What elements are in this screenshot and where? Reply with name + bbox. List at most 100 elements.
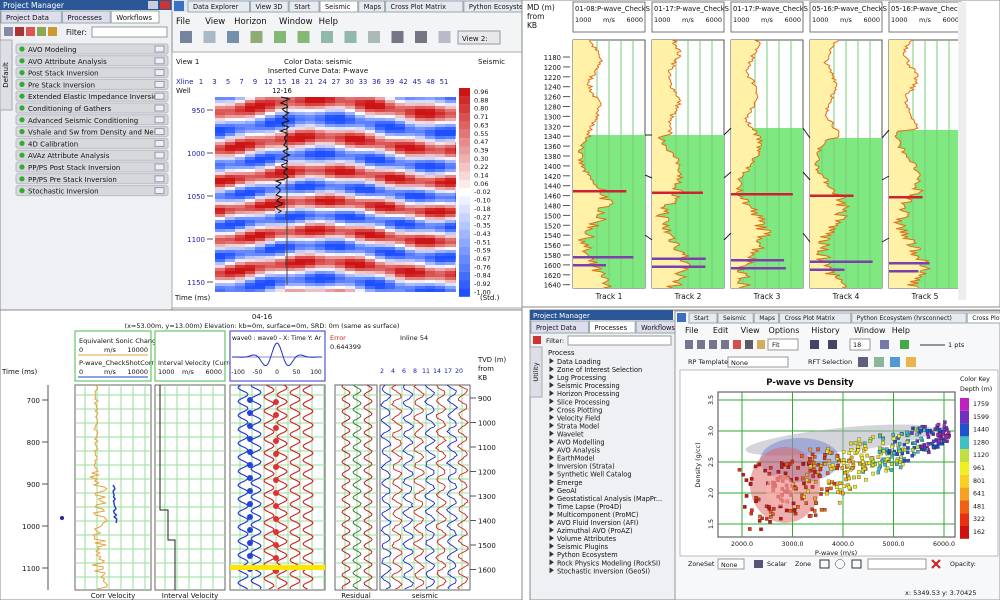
tree-item[interactable]: AVO Modelling — [557, 439, 605, 447]
tab-label[interactable]: Workflows — [116, 14, 152, 22]
tree-item[interactable]: Horizon Processing — [557, 390, 620, 398]
rp-value[interactable]: None — [731, 359, 748, 367]
tool-icon[interactable] — [754, 560, 763, 568]
workflow-label[interactable]: Pre Stack Inversion — [28, 81, 95, 89]
tree-item[interactable]: Cross Plotting — [557, 406, 602, 414]
workflow-label[interactable]: 4D Calibration — [28, 140, 78, 148]
workflow-row[interactable] — [15, 102, 169, 114]
tool-icon[interactable] — [274, 31, 286, 43]
row-button[interactable] — [154, 163, 165, 171]
tool-icon[interactable] — [745, 340, 753, 349]
tool-icon[interactable] — [757, 340, 765, 349]
rp-select[interactable] — [727, 356, 789, 368]
tree-item[interactable]: Volume Attributes — [557, 535, 617, 543]
tree-item[interactable]: Inversion (Strata) — [557, 463, 615, 471]
tool-icon[interactable] — [321, 31, 333, 43]
zoom-label[interactable]: Fit — [772, 341, 780, 349]
tool-icon[interactable] — [858, 357, 868, 367]
tab[interactable] — [385, 0, 464, 13]
tool-icon[interactable] — [368, 31, 380, 43]
tool-icon[interactable] — [297, 31, 310, 43]
tree-item[interactable]: Log Processing — [557, 374, 606, 382]
workflow-label[interactable]: PP/PS Post Stack Inversion — [28, 164, 120, 172]
workflow-row[interactable] — [15, 126, 169, 138]
tab-label[interactable]: Cross Plot Matrix — [391, 3, 447, 11]
zoom-select[interactable] — [767, 338, 799, 351]
menu-item[interactable]: View — [741, 326, 760, 335]
tab-label[interactable]: Python Ecosystem — [469, 3, 530, 11]
workflow-row[interactable] — [15, 78, 169, 90]
tool-icon[interactable] — [250, 31, 263, 43]
tool-icon[interactable] — [685, 340, 693, 349]
workflow-row[interactable] — [15, 161, 169, 173]
tab[interactable] — [61, 10, 111, 24]
tab[interactable] — [187, 0, 250, 13]
tree-item[interactable]: Velocity Field — [557, 414, 600, 422]
tree-item[interactable]: Azimuthal AVO (ProAZ) — [557, 527, 633, 535]
tab-label[interactable]: Maps — [759, 315, 775, 322]
workflow-row[interactable] — [15, 55, 169, 67]
menu-item[interactable]: Options — [769, 326, 800, 335]
button[interactable] — [148, 1, 158, 9]
tab[interactable] — [358, 0, 386, 13]
tool-icon[interactable] — [697, 340, 705, 349]
zoneset-select[interactable] — [717, 558, 745, 570]
menu-item[interactable]: Window — [854, 326, 886, 335]
tab-label[interactable]: Project Data — [536, 324, 576, 332]
tool-icon[interactable] — [438, 31, 451, 43]
workflow-label[interactable]: Conditioning of Gathers — [28, 105, 112, 113]
tree-item[interactable]: Data Loading — [557, 358, 601, 366]
tab[interactable] — [851, 312, 967, 324]
tab[interactable] — [288, 0, 320, 13]
shape-tool[interactable] — [819, 559, 830, 569]
workflow-row[interactable] — [15, 67, 169, 79]
menu-item[interactable]: View — [205, 17, 225, 27]
menu-item[interactable]: Window — [279, 17, 313, 27]
row-button[interactable] — [154, 45, 165, 53]
tab-label[interactable]: Start — [694, 315, 709, 322]
workflow-row[interactable] — [15, 114, 169, 126]
row-button[interactable] — [154, 104, 165, 112]
row-button[interactable] — [154, 187, 165, 195]
tool-icon[interactable] — [890, 357, 900, 367]
tab-label[interactable]: Processes — [595, 324, 628, 332]
tab[interactable] — [966, 312, 1000, 324]
view-select[interactable] — [457, 30, 501, 45]
filter-input[interactable] — [567, 335, 672, 346]
row-button[interactable] — [154, 139, 165, 147]
workflow-label[interactable]: Advanced Seismic Conditioning — [28, 117, 138, 125]
tab-label[interactable]: Workflows — [641, 324, 675, 332]
line-width-label[interactable]: 1 pts — [948, 341, 965, 349]
menu-item[interactable]: File — [176, 17, 190, 27]
tree-item[interactable]: Seismic Plugins — [557, 543, 609, 551]
text-input[interactable] — [867, 558, 927, 570]
workflow-row[interactable] — [15, 43, 169, 55]
tool-icon[interactable] — [48, 27, 57, 36]
tool-icon[interactable] — [880, 340, 889, 349]
menu-item[interactable]: Edit — [713, 326, 729, 335]
workflow-row[interactable] — [15, 185, 169, 197]
tree-item[interactable]: Emerge — [557, 479, 582, 487]
tree-item[interactable]: AVO Analysis — [557, 447, 601, 455]
tab-label[interactable]: Python Ecosystem (hrsconnect) — [857, 315, 952, 322]
tree-item[interactable]: Time Lapse (Pro4D) — [556, 503, 622, 511]
tool-icon[interactable] — [227, 31, 239, 43]
tree-item[interactable]: Slice Processing — [557, 398, 610, 406]
tree-item[interactable]: EarthModel — [557, 455, 595, 463]
workflow-label[interactable]: Vshale and Sw from Density and Neutr — [28, 129, 164, 137]
tree-item[interactable]: Python Ecosystem — [557, 551, 618, 559]
workflow-label[interactable]: AVAz Attribute Analysis — [28, 152, 110, 160]
menu-item[interactable]: History — [811, 326, 840, 335]
tab-label[interactable]: Seismic — [723, 315, 746, 322]
tool-icon[interactable] — [415, 31, 427, 43]
tab-label[interactable]: Project Data — [6, 14, 49, 22]
tool-icon[interactable] — [900, 340, 909, 349]
tool-icon[interactable] — [906, 357, 916, 367]
tree-item[interactable]: Seismic Processing — [557, 382, 620, 390]
workflow-row[interactable] — [15, 90, 169, 102]
filter-input[interactable] — [91, 26, 168, 38]
rft-button[interactable]: RFT Selection — [808, 358, 852, 366]
workflow-label[interactable]: AVO Modeling — [28, 46, 77, 54]
workflow-label[interactable]: Post Stack Inversion — [28, 70, 99, 78]
row-button[interactable] — [154, 128, 165, 136]
